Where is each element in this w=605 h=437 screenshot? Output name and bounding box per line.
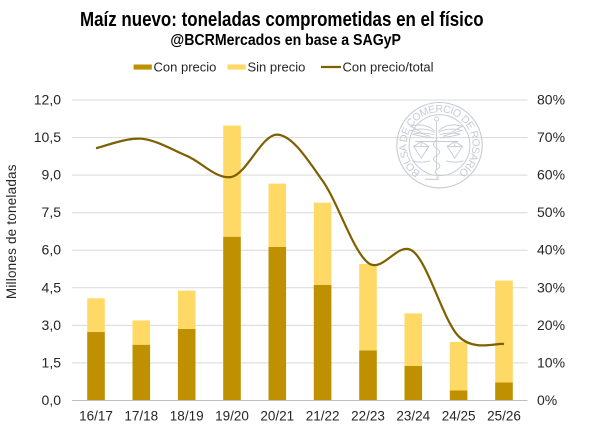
svg-text:50%: 50% [537,204,565,220]
svg-text:7,5: 7,5 [42,204,62,220]
svg-text:1,5: 1,5 [42,354,62,370]
svg-text:80%: 80% [537,92,565,108]
svg-text:24/25: 24/25 [442,409,476,424]
svg-text:10,5: 10,5 [34,129,61,145]
svg-text:19/20: 19/20 [215,409,249,424]
svg-text:0%: 0% [537,392,557,408]
svg-text:12,0: 12,0 [34,92,61,108]
svg-text:16/17: 16/17 [79,409,113,424]
svg-text:9,0: 9,0 [42,167,62,183]
svg-text:70%: 70% [537,129,565,145]
svg-text:30%: 30% [537,279,565,295]
svg-text:40%: 40% [537,242,565,258]
svg-text:Sin precio: Sin precio [248,60,306,75]
svg-text:22/23: 22/23 [351,409,385,424]
svg-text:0,0: 0,0 [42,392,62,408]
svg-text:25/26: 25/26 [487,409,521,424]
svg-text:Millones de toneladas: Millones de toneladas [4,164,19,299]
svg-text:Maíz nuevo: toneladas comprome: Maíz nuevo: toneladas comprometidas en e… [80,7,484,30]
svg-text:17/18: 17/18 [124,409,158,424]
svg-text:@BCRMercados en base a SAGyP: @BCRMercados en base a SAGyP [170,32,401,49]
svg-text:4,5: 4,5 [42,279,62,295]
svg-text:23/24: 23/24 [396,409,430,424]
svg-text:20/21: 20/21 [260,409,294,424]
svg-text:18/19: 18/19 [170,409,204,424]
svg-text:20%: 20% [537,317,565,333]
svg-text:60%: 60% [537,167,565,183]
svg-text:6,0: 6,0 [42,242,62,258]
svg-text:21/22: 21/22 [306,409,340,424]
svg-text:10%: 10% [537,354,565,370]
svg-text:Con precio/total: Con precio/total [343,60,434,75]
svg-text:3,0: 3,0 [42,317,62,333]
svg-text:Con precio: Con precio [154,60,217,75]
